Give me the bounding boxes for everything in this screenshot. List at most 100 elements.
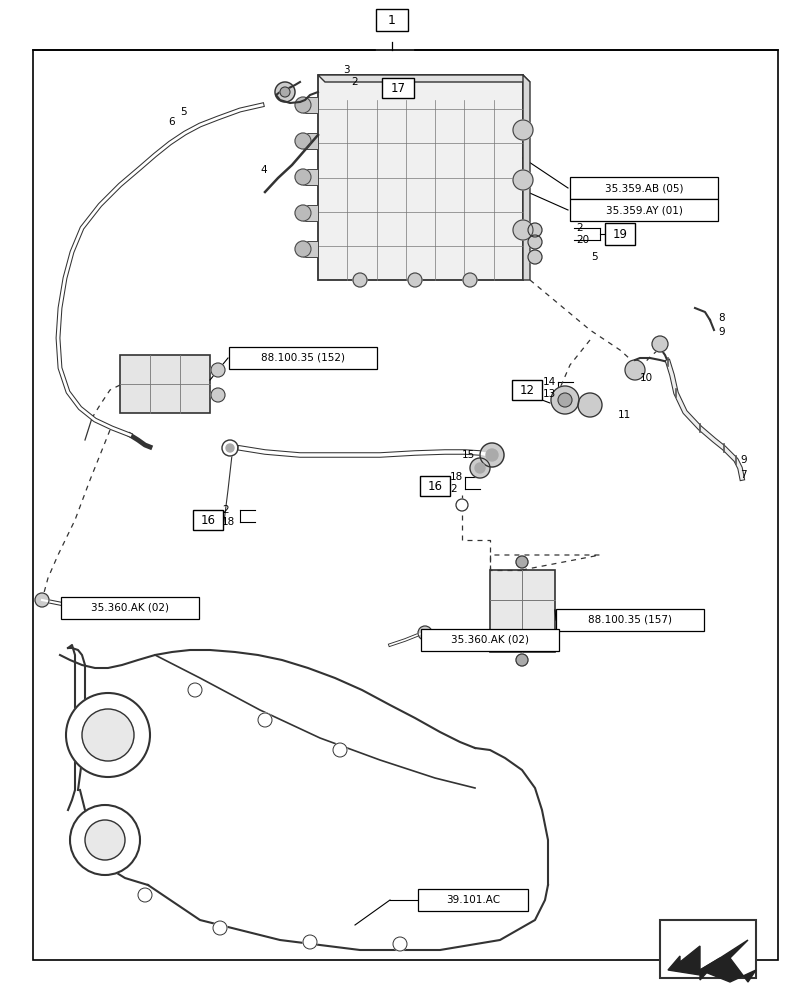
Text: 7: 7 <box>739 470 745 480</box>
Text: 15: 15 <box>461 450 474 460</box>
Bar <box>569 177 717 199</box>
Text: 4: 4 <box>260 165 267 175</box>
Circle shape <box>527 223 541 237</box>
Bar <box>512 380 541 400</box>
Bar <box>659 920 755 978</box>
Circle shape <box>138 888 152 902</box>
Bar <box>489 570 554 652</box>
Circle shape <box>294 169 311 185</box>
Text: 88.100.35 (157): 88.100.35 (157) <box>587 615 672 625</box>
Text: 3: 3 <box>343 65 350 75</box>
Circle shape <box>303 935 316 949</box>
Polygon shape <box>303 241 318 257</box>
Polygon shape <box>303 169 318 185</box>
Polygon shape <box>318 75 530 82</box>
Circle shape <box>66 693 150 777</box>
Circle shape <box>515 556 527 568</box>
Bar <box>418 889 527 911</box>
Text: 9: 9 <box>717 327 723 337</box>
Circle shape <box>407 273 422 287</box>
Text: 18: 18 <box>221 517 235 527</box>
Circle shape <box>353 273 367 287</box>
Text: 19: 19 <box>611 228 627 240</box>
Circle shape <box>294 241 311 257</box>
Circle shape <box>577 393 601 417</box>
Circle shape <box>212 921 227 935</box>
Circle shape <box>456 499 467 511</box>
Circle shape <box>651 336 667 352</box>
Text: 17: 17 <box>390 82 405 95</box>
Text: 2: 2 <box>221 505 229 515</box>
Text: 35.359.AY (01): 35.359.AY (01) <box>605 205 681 215</box>
Bar <box>381 78 414 98</box>
Bar <box>569 199 717 221</box>
Text: 88.100.35 (152): 88.100.35 (152) <box>260 353 345 363</box>
Bar <box>375 9 407 31</box>
Circle shape <box>513 120 532 140</box>
Circle shape <box>527 235 541 249</box>
Circle shape <box>85 820 125 860</box>
Polygon shape <box>522 75 530 280</box>
Circle shape <box>188 683 202 697</box>
Circle shape <box>462 273 476 287</box>
Text: 11: 11 <box>617 410 630 420</box>
Circle shape <box>275 82 294 102</box>
Circle shape <box>479 443 504 467</box>
Circle shape <box>294 205 311 221</box>
Circle shape <box>474 463 484 473</box>
Text: 2: 2 <box>575 223 582 233</box>
Bar <box>61 597 199 619</box>
Circle shape <box>513 170 532 190</box>
Text: 8: 8 <box>717 313 723 323</box>
Text: 5: 5 <box>180 107 187 117</box>
Circle shape <box>280 87 290 97</box>
Circle shape <box>624 360 644 380</box>
Text: 18: 18 <box>449 472 463 482</box>
Bar <box>604 223 634 245</box>
Bar <box>556 609 703 631</box>
Text: 2: 2 <box>351 77 358 87</box>
Circle shape <box>393 937 406 951</box>
Circle shape <box>557 393 571 407</box>
Circle shape <box>513 220 532 240</box>
Circle shape <box>515 654 527 666</box>
Text: 12: 12 <box>519 383 534 396</box>
Circle shape <box>70 805 139 875</box>
Text: 2: 2 <box>449 484 456 494</box>
Circle shape <box>333 743 346 757</box>
Text: 16: 16 <box>200 514 215 526</box>
Text: 35.360.AK (02): 35.360.AK (02) <box>450 635 528 645</box>
Circle shape <box>225 444 234 452</box>
Circle shape <box>551 386 578 414</box>
Circle shape <box>470 458 489 478</box>
Circle shape <box>294 133 311 149</box>
Polygon shape <box>699 940 755 982</box>
Text: 13: 13 <box>543 389 556 399</box>
Circle shape <box>82 709 134 761</box>
Text: 39.101.AC: 39.101.AC <box>445 895 500 905</box>
Circle shape <box>211 363 225 377</box>
Text: 16: 16 <box>427 480 442 492</box>
Polygon shape <box>303 133 318 149</box>
Text: 20: 20 <box>575 235 589 245</box>
Bar <box>419 476 449 496</box>
Bar <box>420 629 558 651</box>
Text: 35.360.AK (02): 35.360.AK (02) <box>91 603 169 613</box>
Circle shape <box>35 593 49 607</box>
Bar <box>318 75 522 280</box>
Text: 1: 1 <box>388 14 396 27</box>
Circle shape <box>294 97 311 113</box>
Circle shape <box>486 449 497 461</box>
Text: 6: 6 <box>168 117 175 127</box>
Polygon shape <box>667 946 719 980</box>
Circle shape <box>418 626 431 640</box>
Text: 14: 14 <box>543 377 556 387</box>
Bar <box>120 355 210 413</box>
Text: 35.359.AB (05): 35.359.AB (05) <box>604 183 682 193</box>
Text: 10: 10 <box>639 373 652 383</box>
Polygon shape <box>303 97 318 113</box>
Bar <box>229 347 376 369</box>
Circle shape <box>258 713 272 727</box>
Circle shape <box>527 250 541 264</box>
Text: 5: 5 <box>590 252 597 262</box>
